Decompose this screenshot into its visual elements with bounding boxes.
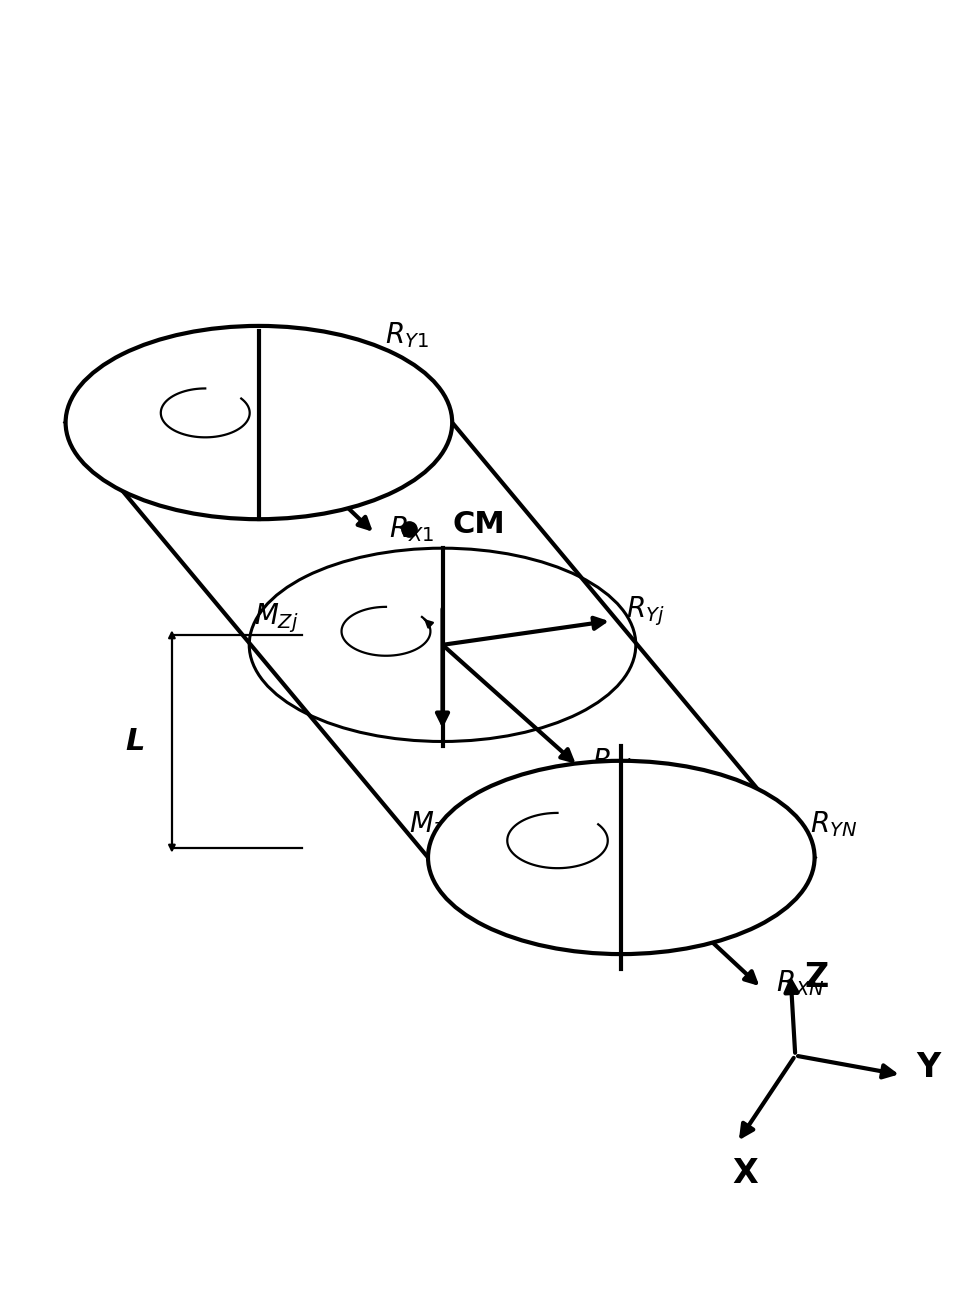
Text: $M_{Z1}$: $M_{Z1}$ [80, 389, 130, 418]
Text: L: L [125, 726, 145, 757]
Text: $R_{Yj}$: $R_{Yj}$ [626, 594, 665, 628]
Text: Y: Y [916, 1051, 940, 1084]
Text: CM: CM [452, 509, 504, 538]
Ellipse shape [428, 761, 815, 954]
Text: $R_{X1}$: $R_{X1}$ [390, 514, 434, 543]
Text: $M_{ZN}$: $M_{ZN}$ [408, 809, 462, 839]
Text: Z: Z [805, 961, 829, 994]
Text: $R_{YN}$: $R_{YN}$ [810, 809, 857, 839]
Text: $M_{Zj}$: $M_{Zj}$ [254, 601, 298, 635]
Text: $R_{Y1}$: $R_{Y1}$ [385, 321, 429, 351]
Text: $R_{XN}$: $R_{XN}$ [776, 969, 824, 997]
Text: $R_{Xi}$: $R_{Xi}$ [592, 746, 632, 776]
Text: X: X [732, 1157, 758, 1190]
Ellipse shape [65, 326, 452, 520]
